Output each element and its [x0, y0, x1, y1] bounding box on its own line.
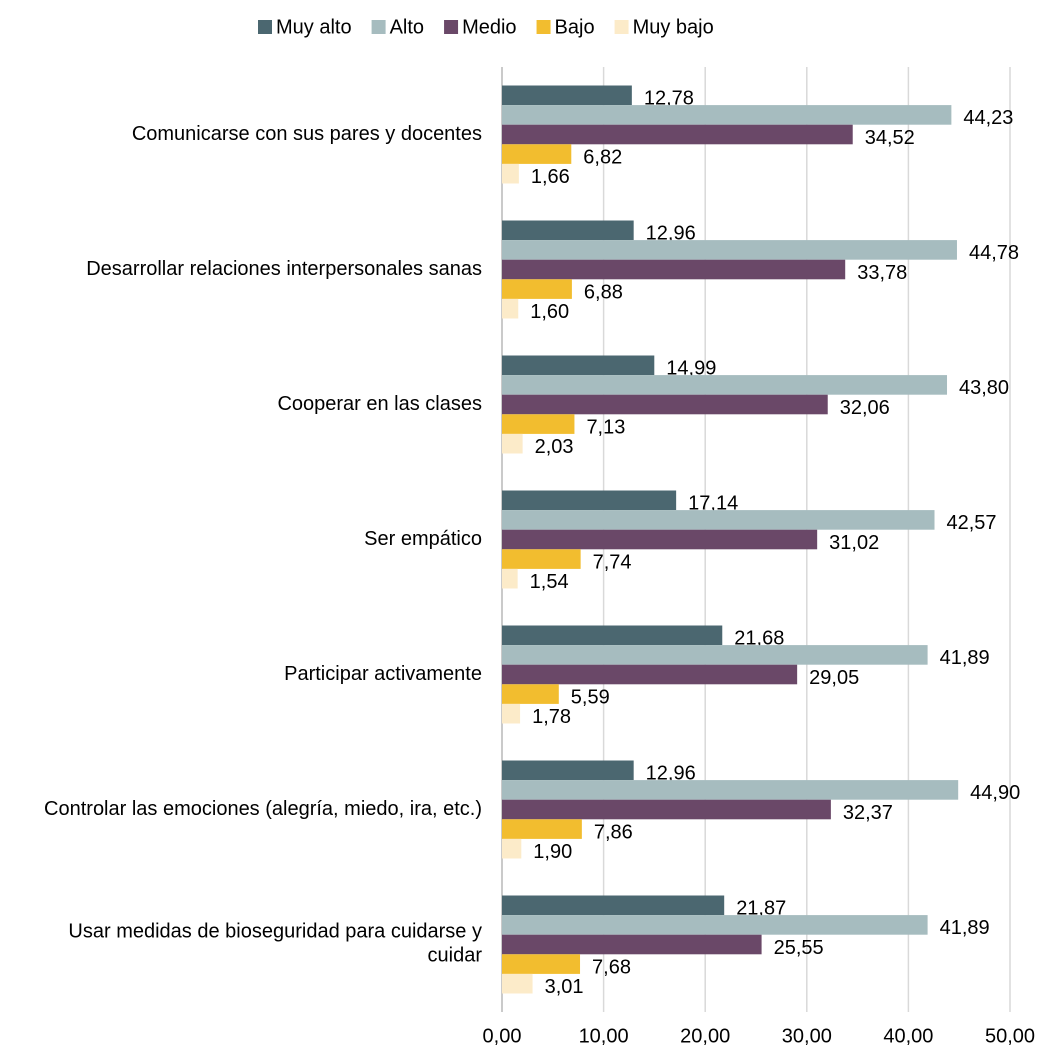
data-label: 34,52 — [865, 127, 915, 149]
bar — [502, 780, 959, 800]
bar — [502, 838, 522, 859]
data-label: 3,01 — [545, 976, 584, 998]
legend-swatch — [371, 20, 386, 34]
legend-label: Alto — [390, 16, 424, 38]
bar — [502, 760, 634, 781]
data-label: 14,99 — [666, 358, 716, 380]
bar — [502, 394, 828, 415]
data-label: 1,54 — [530, 571, 569, 593]
bar — [502, 298, 519, 319]
legend-label: Bajo — [555, 16, 595, 38]
category-label: Usar medidas de bioseguridad para cuidar… — [68, 921, 482, 967]
data-label: 44,90 — [970, 782, 1020, 804]
legend-label: Muy bajo — [633, 16, 714, 38]
data-label: 6,88 — [584, 281, 623, 303]
data-label: 41,89 — [940, 647, 990, 669]
data-label: 12,78 — [644, 88, 694, 110]
bar — [502, 645, 928, 665]
data-label: 6,82 — [583, 146, 622, 168]
bar — [502, 625, 723, 646]
category-label: Ser empático — [364, 528, 482, 550]
bar — [502, 144, 572, 164]
bar — [502, 490, 677, 511]
bar — [502, 414, 575, 434]
bar — [502, 355, 655, 376]
bar — [502, 85, 632, 106]
category-label: Cooperar en las clases — [277, 393, 482, 415]
data-label: 1,60 — [530, 301, 569, 323]
x-tick-label: 30,00 — [782, 1025, 832, 1047]
data-label: 21,68 — [734, 628, 784, 650]
data-label: 41,89 — [940, 917, 990, 939]
x-tick-label: 10,00 — [579, 1025, 629, 1047]
bar — [502, 819, 582, 839]
data-label: 43,80 — [959, 377, 1009, 399]
bar — [502, 240, 957, 260]
legend-swatch — [536, 20, 551, 34]
data-label: 25,55 — [774, 937, 824, 959]
legend-swatch — [258, 20, 272, 34]
legend-label: Muy alto — [276, 16, 352, 38]
data-label: 5,59 — [571, 686, 610, 708]
category-label: Comunicarse con sus pares y docentes — [132, 123, 482, 145]
bar — [502, 954, 581, 974]
bar — [502, 529, 818, 550]
bar — [502, 799, 831, 820]
data-label: 1,78 — [532, 706, 571, 728]
bar — [502, 684, 559, 704]
data-label: 32,06 — [840, 397, 890, 419]
legend-swatch — [444, 20, 459, 34]
bar — [502, 375, 948, 395]
data-label: 29,05 — [809, 667, 859, 689]
bar — [502, 105, 952, 125]
data-label: 21,87 — [736, 898, 786, 920]
x-tick-label: 20,00 — [680, 1025, 730, 1047]
data-label: 7,13 — [586, 416, 625, 438]
category-label: Controlar las emociones (alegría, miedo,… — [44, 798, 482, 820]
data-label: 42,57 — [947, 512, 997, 534]
data-label: 7,86 — [594, 821, 633, 843]
bar — [502, 510, 935, 530]
bar — [502, 433, 523, 454]
data-label: 1,90 — [533, 841, 572, 863]
category-label: Participar activamente — [284, 663, 482, 685]
category-label: Desarrollar relaciones interpersonales s… — [86, 258, 482, 280]
legend-label: Medio — [462, 16, 516, 38]
data-label: 2,03 — [535, 436, 574, 458]
data-label: 12,96 — [646, 223, 696, 245]
x-tick-label: 0,00 — [483, 1025, 522, 1047]
bar — [502, 568, 518, 589]
bar — [502, 279, 572, 299]
data-label: 7,74 — [593, 551, 632, 573]
bar — [502, 915, 928, 935]
x-tick-label: 50,00 — [985, 1025, 1035, 1047]
data-label: 7,68 — [592, 956, 631, 978]
bar — [502, 124, 853, 145]
bar — [502, 664, 798, 685]
data-label: 32,37 — [843, 802, 893, 824]
bar — [502, 163, 519, 184]
bar — [502, 703, 521, 724]
bar — [502, 549, 581, 569]
data-label: 12,96 — [646, 763, 696, 785]
data-label: 33,78 — [857, 262, 907, 284]
bar — [502, 259, 846, 280]
bar — [502, 895, 725, 916]
data-label: 31,02 — [829, 532, 879, 554]
data-label: 1,66 — [531, 166, 570, 188]
bar — [502, 220, 634, 241]
data-label: 44,23 — [963, 107, 1013, 129]
bar — [502, 934, 762, 955]
bar — [502, 973, 533, 994]
data-label: 44,78 — [969, 242, 1019, 264]
x-tick-label: 40,00 — [883, 1025, 933, 1047]
legend-swatch — [614, 20, 629, 34]
data-label: 17,14 — [688, 493, 738, 515]
